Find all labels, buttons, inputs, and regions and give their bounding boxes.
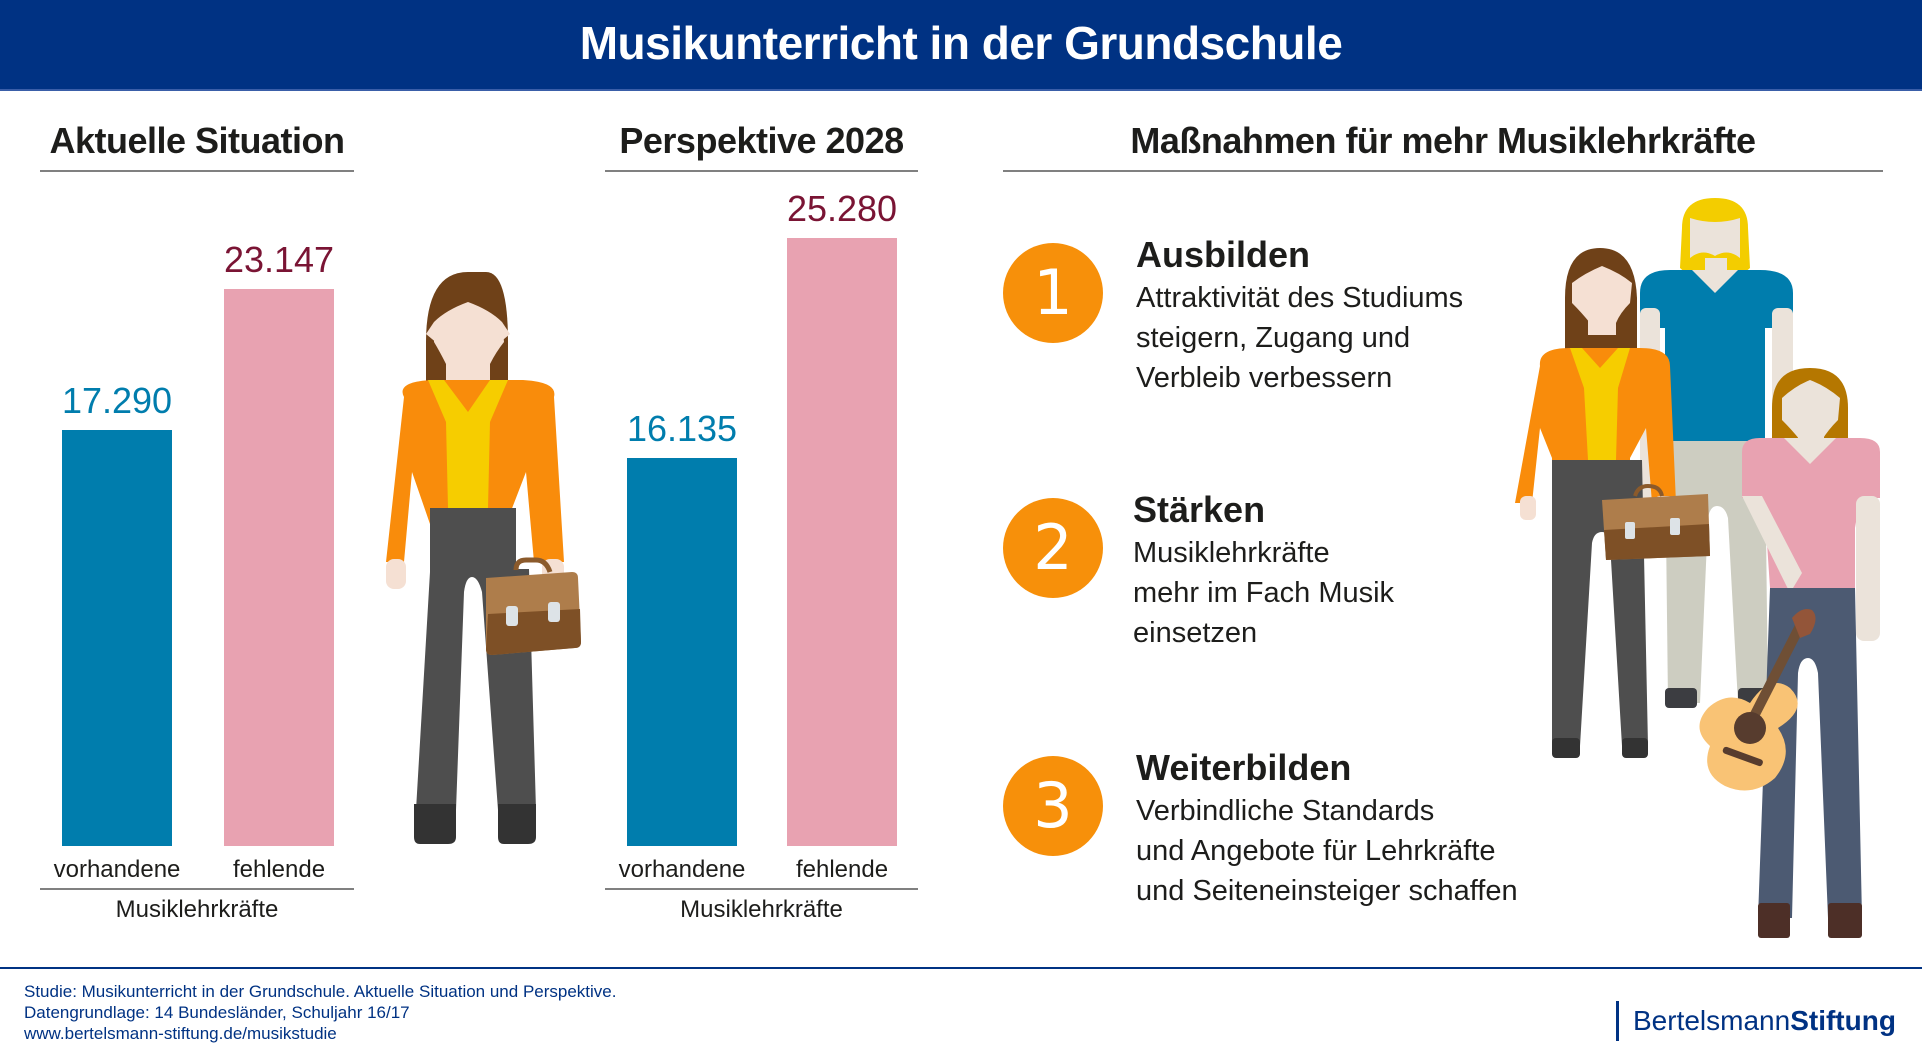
value-label-fehlende: 23.147 [223, 239, 335, 281]
footer-divider [0, 967, 1922, 969]
value-label-fehlende: 25.280 [786, 188, 898, 229]
footer-source: Studie: Musikunterricht in der Grundschu… [24, 982, 617, 1001]
measure-title: Weiterbilden [1136, 747, 1352, 788]
category-label-vorhandene: vorhandene [53, 856, 181, 883]
measure-title: Ausbilden [1136, 234, 1311, 275]
chart-title: Perspektive 2028 [619, 120, 904, 161]
number-circle: 1 [1003, 243, 1103, 343]
category-label-fehlende: fehlende [795, 856, 889, 883]
teachers-group-with-guitar-icon [1515, 198, 1880, 938]
logo-bold: Stiftung [1790, 1005, 1896, 1036]
x-axis-title: Musiklehrkräfte [115, 896, 279, 923]
category-label-fehlende: fehlende [232, 856, 326, 883]
number-circle: 2 [1003, 498, 1103, 598]
chart-title: Aktuelle Situation [49, 120, 345, 161]
logo-regular: Bertelsmann [1633, 1005, 1791, 1036]
bar-vorhandene [62, 430, 172, 846]
value-label-vorhandene: 16.135 [626, 407, 738, 449]
measure-text: Verbindliche Standards und Angebote für … [1136, 795, 1518, 907]
title-underline [40, 170, 354, 172]
footer-data-basis: Datengrundlage: 14 Bundesländer, Schulja… [24, 1003, 410, 1022]
x-axis-title: Musiklehrkräfte [680, 896, 843, 923]
measure-text: Attraktivität des Studiums steigern, Zug… [1136, 282, 1464, 394]
measures-title: Maßnahmen für mehr Musiklehrkräfte [1130, 120, 1756, 161]
page-title: Musikunterricht in der Grundschule [579, 17, 1343, 69]
bar-fehlende [787, 238, 897, 846]
footer-link[interactable]: www.bertelsmann-stiftung.de/musikstudie [24, 1024, 337, 1043]
measure-title: Stärken [1133, 489, 1266, 530]
measures-underline [1003, 170, 1883, 172]
number-circle: 3 [1003, 756, 1103, 856]
bar-vorhandene [627, 457, 737, 846]
axis-line [40, 888, 354, 890]
value-label-vorhandene: 17.290 [61, 380, 173, 422]
measure-text: Musiklehrkräfte mehr im Fach Musik einse… [1133, 537, 1395, 649]
header-bar: Musikunterricht in der Grundschule [0, 0, 1922, 91]
title-underline [605, 170, 918, 172]
axis-line [605, 888, 918, 890]
bar-fehlende [224, 289, 334, 846]
woman-with-briefcase-icon [386, 272, 581, 844]
bertelsmann-stiftung-logo: BertelsmannStiftung [1616, 1001, 1896, 1041]
category-label-vorhandene: vorhandene [618, 856, 746, 883]
